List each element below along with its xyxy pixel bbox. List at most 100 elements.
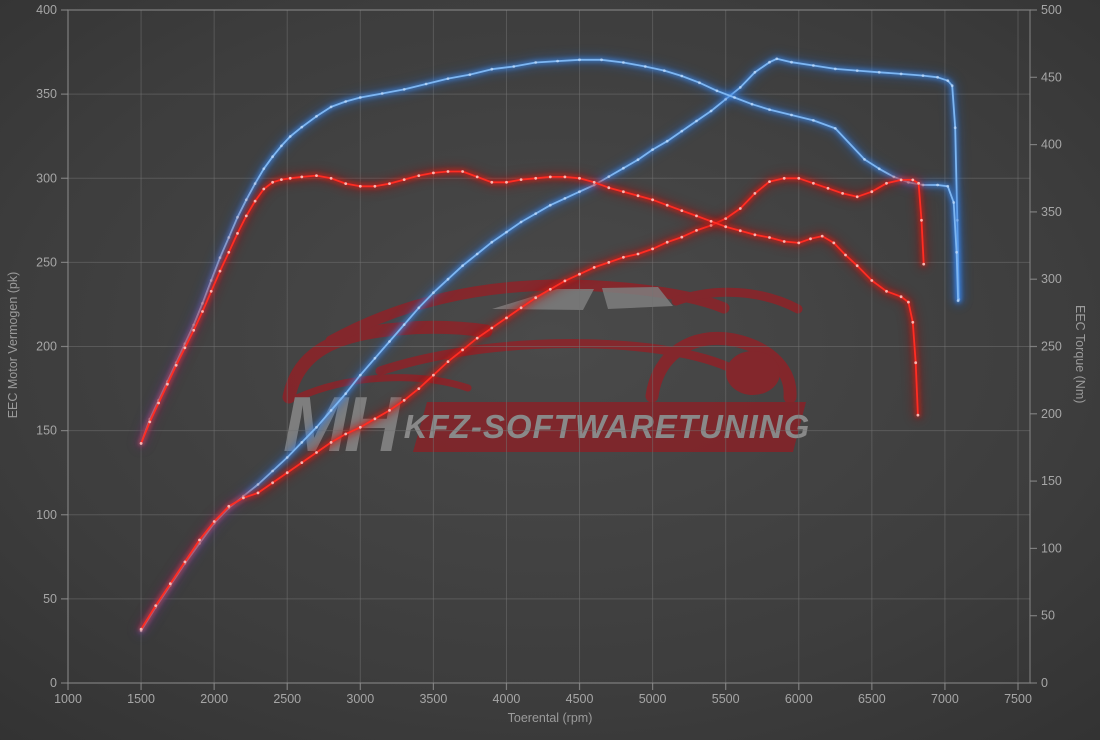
torque-blue-point bbox=[578, 58, 581, 62]
torque-red-point bbox=[907, 300, 910, 304]
torque-red-point bbox=[358, 184, 362, 188]
torque-red-point bbox=[636, 194, 640, 198]
vermogen-blue-point bbox=[490, 240, 494, 244]
y-right-tick-label: 200 bbox=[1041, 407, 1062, 421]
x-axis-label: Toerental (rpm) bbox=[507, 711, 593, 725]
torque-blue-point bbox=[750, 102, 754, 106]
y-right-tick-label: 450 bbox=[1041, 70, 1062, 84]
x-tick-label: 4000 bbox=[493, 692, 521, 706]
vermogen-blue-point bbox=[505, 230, 508, 234]
x-tick-label: 2500 bbox=[273, 692, 301, 706]
vermogen-red-point bbox=[505, 316, 508, 320]
torque-blue-point bbox=[956, 299, 960, 303]
torque-red-point bbox=[724, 225, 728, 229]
vermogen-red-point bbox=[622, 255, 625, 259]
torque-red-point bbox=[236, 232, 239, 235]
vermogen-blue-curve bbox=[140, 57, 960, 632]
torque-red-point bbox=[753, 233, 757, 237]
vermogen-red-point bbox=[826, 186, 830, 190]
y-left-tick-label: 150 bbox=[36, 424, 57, 438]
torque-red-point bbox=[651, 198, 654, 202]
y-right-tick-label: 50 bbox=[1041, 609, 1055, 623]
torque-red-point bbox=[870, 279, 874, 282]
x-tick-label: 5000 bbox=[639, 692, 667, 706]
vermogen-blue-point bbox=[665, 139, 669, 143]
vermogen-red-point bbox=[490, 326, 494, 330]
torque-red-point bbox=[157, 401, 161, 405]
vermogen-blue-point bbox=[855, 69, 859, 72]
vermogen-red-point bbox=[373, 417, 377, 421]
torque-blue-point bbox=[329, 105, 333, 109]
y-left-tick-label: 250 bbox=[36, 255, 57, 269]
torque-blue-point bbox=[863, 158, 866, 161]
torque-red-point bbox=[192, 328, 196, 332]
torque-blue-point bbox=[877, 167, 881, 171]
torque-blue-point bbox=[468, 73, 472, 76]
vermogen-red-point bbox=[812, 181, 815, 185]
vermogen-blue-point bbox=[417, 306, 421, 310]
torque-blue-point bbox=[262, 167, 266, 171]
y-left-tick-label: 400 bbox=[36, 3, 57, 17]
vermogen-red-point bbox=[651, 247, 654, 251]
vermogen-red-point bbox=[917, 181, 920, 185]
torque-blue-point bbox=[662, 69, 666, 72]
torque-blue-point bbox=[280, 144, 283, 148]
torque-red-point bbox=[388, 182, 391, 186]
torque-red-point bbox=[253, 199, 257, 203]
vermogen-blue-point bbox=[768, 60, 771, 64]
vermogen-blue-point bbox=[329, 409, 333, 412]
torque-red-point bbox=[329, 176, 333, 180]
torque-blue-point bbox=[768, 108, 771, 111]
vermogen-red-point bbox=[534, 296, 538, 300]
torque-blue-point bbox=[600, 58, 603, 62]
torque-red-point bbox=[911, 320, 915, 324]
vermogen-red-point bbox=[797, 176, 801, 180]
vermogen-red-point bbox=[548, 287, 552, 291]
torque-blue-point bbox=[622, 61, 625, 64]
vermogen-blue-point bbox=[373, 356, 377, 360]
vermogen-red-point bbox=[920, 218, 923, 222]
torque-red-point bbox=[607, 186, 611, 190]
torque-blue-point bbox=[936, 183, 939, 187]
torque-red-point bbox=[680, 209, 684, 213]
vermogen-red-point bbox=[695, 229, 698, 232]
torque-red-point bbox=[417, 174, 421, 178]
x-tick-label: 1500 bbox=[127, 692, 155, 706]
torque-blue-point bbox=[534, 61, 538, 64]
torque-blue-point bbox=[300, 125, 304, 129]
vermogen-red-point bbox=[446, 360, 450, 363]
vermogen-blue-point bbox=[636, 158, 640, 162]
vermogen-red-point bbox=[870, 190, 874, 194]
torque-red-point bbox=[855, 264, 859, 268]
torque-blue-point bbox=[424, 82, 428, 86]
y-left-tick-label: 0 bbox=[50, 676, 57, 690]
vermogen-red-point bbox=[665, 240, 669, 244]
vermogen-blue-point bbox=[899, 72, 903, 76]
y-left-tick-label: 50 bbox=[43, 592, 57, 606]
torque-red-point bbox=[402, 178, 406, 182]
torque-red-point bbox=[461, 170, 464, 173]
x-tick-label: 5500 bbox=[712, 692, 740, 706]
x-tick-label: 7000 bbox=[931, 692, 959, 706]
y-axis-label-right: EEC Torque (Nm) bbox=[1073, 305, 1087, 404]
torque-blue-point bbox=[490, 67, 494, 71]
torque-blue-point bbox=[344, 100, 348, 103]
torque-red-point bbox=[665, 203, 669, 207]
vermogen-red-point bbox=[344, 432, 348, 436]
vermogen-red-point bbox=[680, 235, 684, 239]
torque-blue-point bbox=[253, 182, 257, 186]
vermogen-blue-point bbox=[753, 70, 757, 74]
vermogen-blue-point bbox=[519, 220, 523, 224]
torque-red-point bbox=[797, 241, 801, 245]
y-right-tick-label: 500 bbox=[1041, 3, 1062, 17]
torque-blue-point bbox=[833, 126, 837, 130]
vermogen-blue-point bbox=[388, 340, 391, 343]
vermogen-red-point bbox=[227, 504, 231, 508]
vermogen-blue-point bbox=[812, 64, 815, 67]
torque-red-point bbox=[505, 180, 508, 184]
vermogen-blue-point bbox=[921, 74, 925, 77]
torque-red-point bbox=[832, 241, 836, 245]
y-right-tick-label: 400 bbox=[1041, 138, 1062, 152]
vermogen-blue-point bbox=[950, 84, 954, 88]
vermogen-blue-point bbox=[432, 291, 435, 295]
